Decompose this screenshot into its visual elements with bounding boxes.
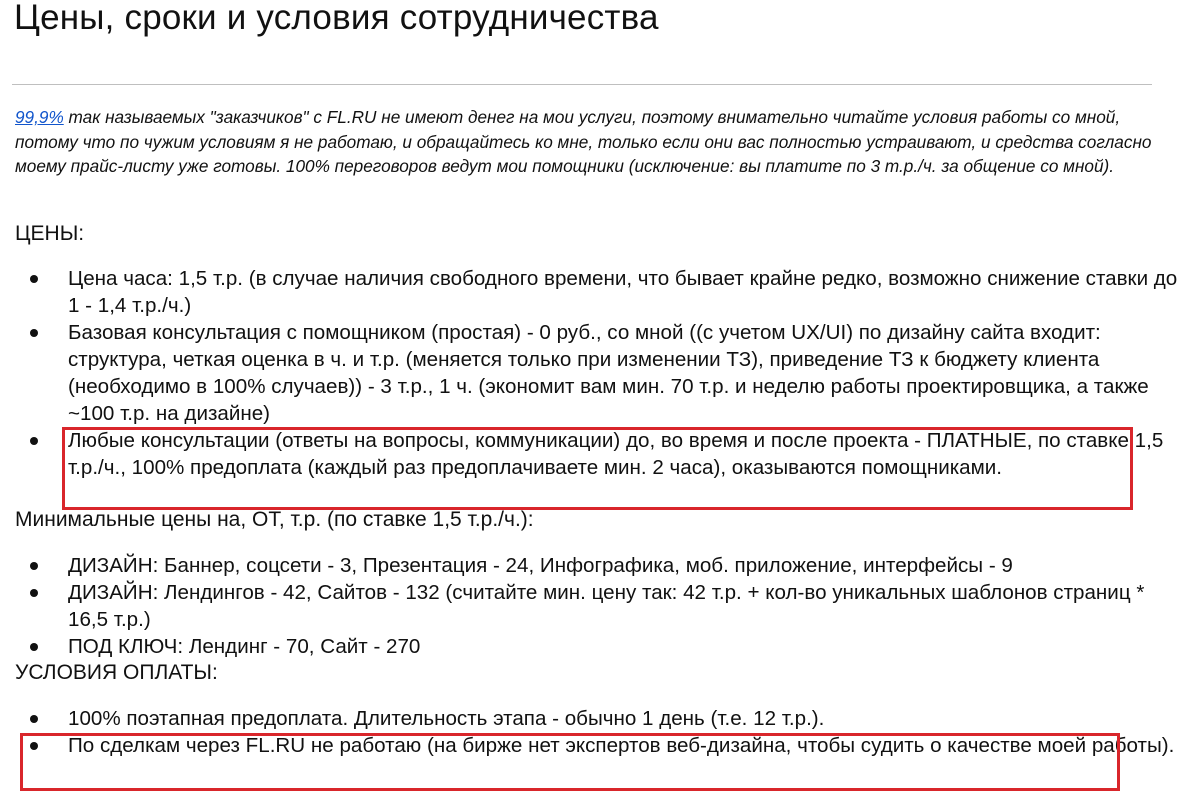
list-item: По сделкам через FL.RU не работаю (на би… (0, 732, 1180, 759)
highlight-box (20, 733, 1120, 791)
payment-list: 100% поэтапная предоплата. Длительность … (0, 705, 1180, 759)
intro-paragraph: 99,9% так называемых "заказчиков" с FL.R… (15, 105, 1165, 179)
intro-text: так называемых "заказчиков" с FL.RU не и… (15, 107, 1152, 176)
list-item: Базовая консультация с помощником (прост… (0, 319, 1180, 427)
list-item: ПОД КЛЮЧ: Лендинг - 70, Сайт - 270 (0, 633, 1180, 660)
divider (12, 84, 1152, 85)
prices-list: Цена часа: 1,5 т.р. (в случае наличия св… (0, 265, 1180, 481)
prices-heading: ЦЕНЫ: (15, 222, 85, 245)
list-item: ДИЗАЙН: Баннер, соцсети - 3, Презентация… (0, 552, 1180, 579)
highlight-box (62, 427, 1133, 510)
payment-heading: УСЛОВИЯ ОПЛАТЫ: (15, 661, 218, 684)
list-item: Цена часа: 1,5 т.р. (в случае наличия св… (0, 265, 1180, 319)
list-item: ДИЗАЙН: Лендингов - 42, Сайтов - 132 (сч… (0, 579, 1180, 633)
min-prices-list: ДИЗАЙН: Баннер, соцсети - 3, Презентация… (0, 552, 1180, 660)
page-title: Цены, сроки и условия сотрудничества (14, 0, 659, 37)
intro-link[interactable]: 99,9% (15, 107, 64, 127)
min-prices-heading: Минимальные цены на, ОТ, т.р. (по ставке… (15, 508, 534, 531)
list-item: Любые консультации (ответы на вопросы, к… (0, 427, 1180, 481)
list-item: 100% поэтапная предоплата. Длительность … (0, 705, 1180, 732)
